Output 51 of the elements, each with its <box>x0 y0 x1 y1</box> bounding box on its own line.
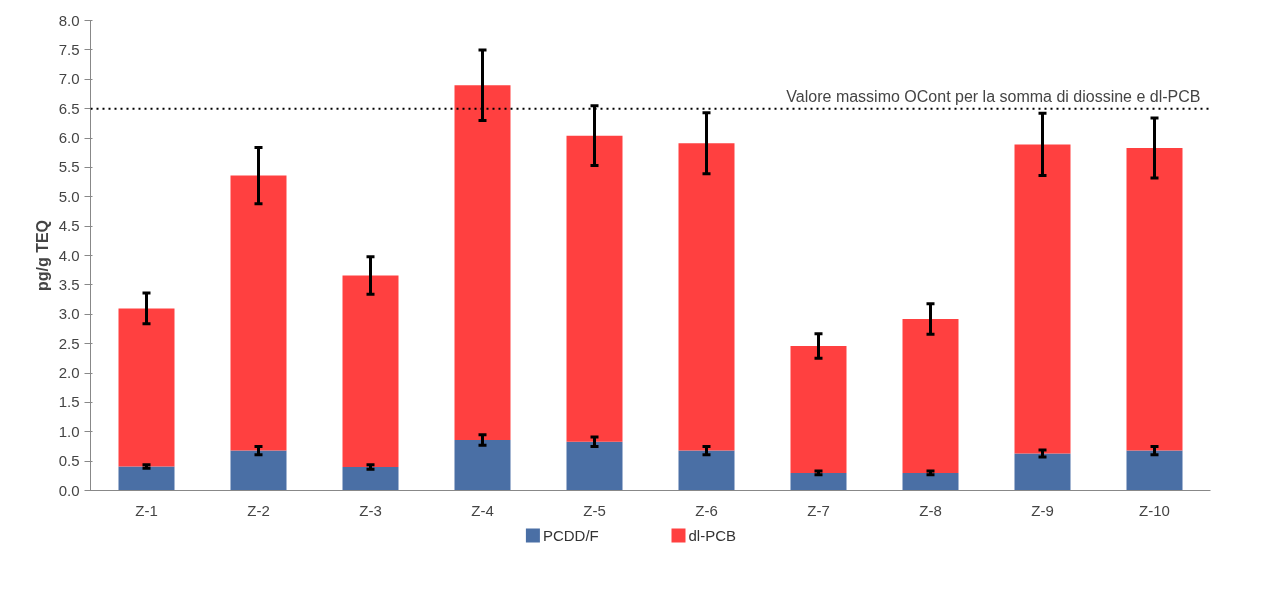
bar <box>902 318 959 473</box>
x-tick-label: Z-3 <box>359 501 382 519</box>
bar <box>566 135 623 442</box>
bar <box>342 467 399 491</box>
x-tick-label: Z-7 <box>807 501 830 519</box>
x-tick-label: Z-5 <box>583 501 606 519</box>
y-tick-label: 3.0 <box>58 305 80 323</box>
bar <box>230 450 287 491</box>
y-tick-label: 3.5 <box>58 275 80 293</box>
bar <box>342 275 399 467</box>
legend-label: PCDD/F <box>542 527 599 544</box>
x-tick-label: Z-10 <box>1139 501 1170 519</box>
y-tick-label: 1.5 <box>58 393 80 411</box>
y-tick-label: 2.0 <box>58 364 80 381</box>
y-tick-label: 5.5 <box>58 158 80 176</box>
bar <box>566 441 623 491</box>
y-tick-label: 5.0 <box>58 187 80 205</box>
bar <box>790 472 847 491</box>
bar <box>454 439 511 491</box>
bar <box>1014 144 1071 454</box>
y-tick-label: 7.0 <box>58 70 80 88</box>
bar <box>678 450 735 491</box>
x-tick-label: Z-2 <box>247 501 270 519</box>
y-tick-label: 1.0 <box>58 422 80 440</box>
x-tick-label: Z-6 <box>695 501 718 519</box>
bar <box>1014 453 1071 491</box>
x-tick-label: Z-9 <box>1031 501 1054 519</box>
y-tick-label: 8.0 <box>58 11 80 29</box>
bar <box>1126 450 1183 491</box>
bar <box>118 308 175 467</box>
y-tick-label: 0.5 <box>58 452 80 470</box>
x-tick-label: Z-4 <box>471 501 494 519</box>
y-axis-title: pg/g TEQ <box>33 219 51 292</box>
legend-label: dl-PCB <box>688 527 737 544</box>
bar <box>678 143 735 451</box>
y-tick-label: 2.5 <box>58 334 80 352</box>
ref-line-label: Valore massimo OCont per la somma di diossine e dl-PCB <box>786 87 1201 105</box>
bar <box>230 175 287 451</box>
x-tick-label: Z-1 <box>135 501 158 519</box>
bar <box>118 466 175 491</box>
bar <box>790 345 847 473</box>
y-tick-label: 0.0 <box>58 481 80 499</box>
bar <box>902 472 959 491</box>
bar <box>1126 147 1183 451</box>
y-tick-label: 6.0 <box>58 129 80 146</box>
y-tick-label: 6.5 <box>58 99 80 117</box>
y-tick-label: 7.5 <box>58 40 80 58</box>
bar <box>454 85 511 440</box>
x-tick-label: Z-8 <box>919 501 942 519</box>
y-tick-label: 4.0 <box>58 246 80 264</box>
y-tick-label: 4.5 <box>58 217 80 235</box>
